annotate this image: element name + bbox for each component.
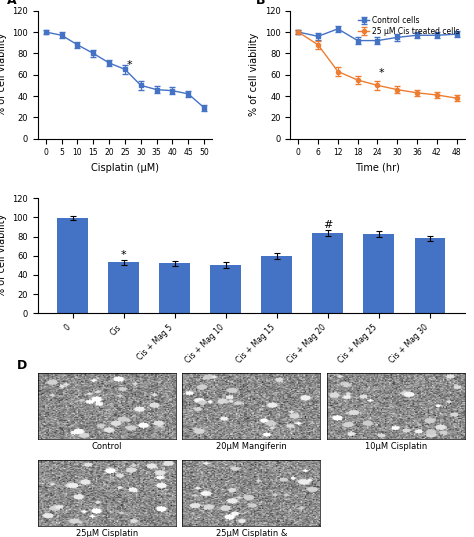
X-axis label: 25μM Cisplatin &
20μM Mangiferin: 25μM Cisplatin & 20μM Mangiferin <box>216 529 287 537</box>
Text: A: A <box>7 0 16 8</box>
Bar <box>312 233 343 313</box>
Bar <box>414 238 445 313</box>
Text: #: # <box>323 220 332 230</box>
Y-axis label: % of cell viability: % of cell viability <box>249 33 259 117</box>
X-axis label: 25μM Cisplatin: 25μM Cisplatin <box>75 529 138 537</box>
Y-axis label: % of cell viability: % of cell viability <box>0 33 7 117</box>
Bar <box>364 234 394 313</box>
X-axis label: 20μM Mangiferin: 20μM Mangiferin <box>216 442 287 451</box>
Bar <box>57 219 88 313</box>
Bar <box>262 256 292 313</box>
Legend: Control cells, 25 μM Cis treated cells: Control cells, 25 μM Cis treated cells <box>356 14 461 37</box>
X-axis label: Cisplatin (μM): Cisplatin (μM) <box>91 163 159 173</box>
Text: *: * <box>121 250 127 259</box>
X-axis label: 10μM Cisplatin: 10μM Cisplatin <box>365 442 427 451</box>
X-axis label: Control: Control <box>91 442 122 451</box>
Bar <box>159 263 190 313</box>
Text: *: * <box>127 60 132 70</box>
Text: D: D <box>17 359 27 373</box>
Text: B: B <box>255 0 265 8</box>
Bar <box>109 263 139 313</box>
Y-axis label: % of cell viability: % of cell viability <box>0 214 7 297</box>
X-axis label: Time (hr): Time (hr) <box>355 163 400 173</box>
Bar <box>210 265 241 313</box>
Text: *: * <box>379 68 385 78</box>
